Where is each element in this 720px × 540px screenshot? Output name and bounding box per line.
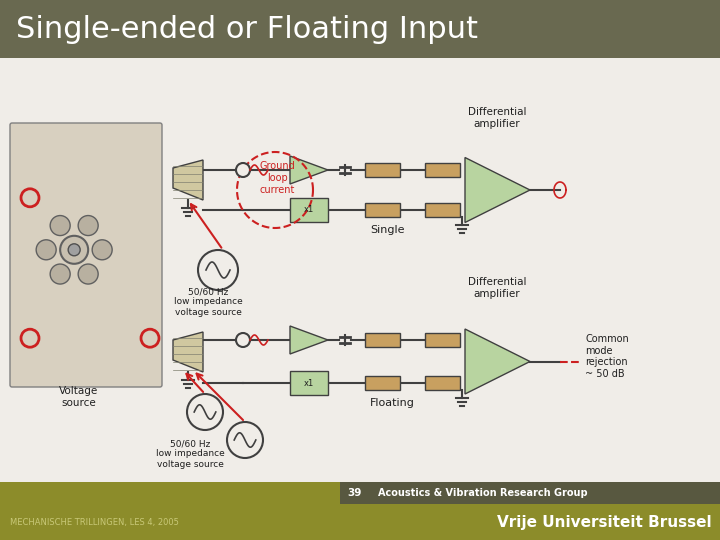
Circle shape [227,422,263,458]
Circle shape [92,240,112,260]
Bar [0,0,720,58]
Text: Differential
amplifier: Differential amplifier [468,107,526,129]
Text: 39: 39 [348,488,362,498]
Circle shape [198,250,238,290]
Text: Floating: Floating [370,398,415,408]
Circle shape [68,244,80,256]
Text: 50/60 Hz
low impedance
voltage source: 50/60 Hz low impedance voltage source [156,439,225,469]
Text: Common
mode
rejection
~ 50 dB: Common mode rejection ~ 50 dB [585,334,629,379]
Text: Acoustics & Vibration Research Group: Acoustics & Vibration Research Group [378,488,588,498]
Polygon shape [465,329,530,394]
Bar [425,376,460,390]
Circle shape [78,215,98,235]
FancyBboxPatch shape [10,123,162,387]
Text: 50/60 Hz
low impedance
voltage source: 50/60 Hz low impedance voltage source [174,287,243,317]
Text: x1: x1 [304,379,314,388]
Bar [425,203,460,217]
Bar [340,482,720,504]
Circle shape [50,264,70,284]
Bar [425,163,460,177]
Circle shape [50,215,70,235]
Polygon shape [173,160,203,200]
Circle shape [187,394,223,430]
Text: MECHANISCHE TRILLINGEN, LES 4, 2005: MECHANISCHE TRILLINGEN, LES 4, 2005 [10,517,179,526]
Bar [365,376,400,390]
Circle shape [36,240,56,260]
Text: Vrije Universiteit Brussel: Vrije Universiteit Brussel [498,515,712,530]
Text: x1: x1 [304,206,314,214]
Text: Voltage
source: Voltage source [59,386,98,408]
Text: Differential
amplifier: Differential amplifier [468,277,526,299]
Circle shape [236,333,250,347]
Bar [290,371,328,395]
Polygon shape [290,326,328,354]
Bar [365,203,400,217]
Circle shape [236,163,250,177]
Bar [0,482,720,540]
Polygon shape [173,332,203,372]
Circle shape [60,236,88,264]
Polygon shape [290,156,328,184]
Polygon shape [465,158,530,222]
Text: Ground
loop
current: Ground loop current [259,161,295,194]
Bar [290,198,328,222]
Circle shape [78,264,98,284]
Bar [425,333,460,347]
Text: Single: Single [370,225,405,235]
Text: Single-ended or Floating Input: Single-ended or Floating Input [16,15,478,44]
Bar [365,333,400,347]
Bar [365,163,400,177]
